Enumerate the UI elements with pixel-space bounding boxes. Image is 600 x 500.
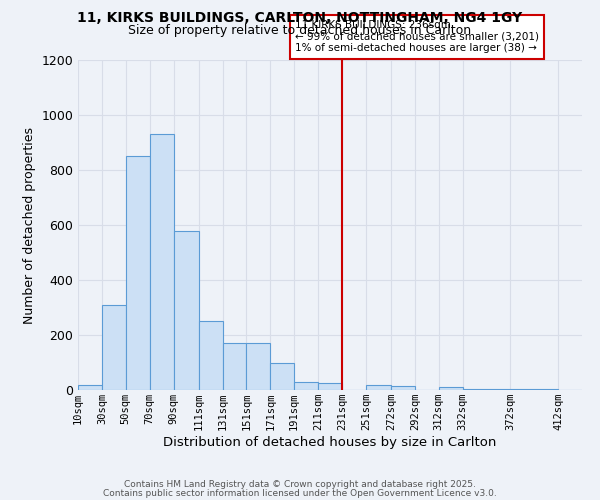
Bar: [126, 156, 149, 390]
Text: Contains HM Land Registry data © Crown copyright and database right 2025.: Contains HM Land Registry data © Crown c…: [124, 480, 476, 489]
Bar: [318, 383, 342, 390]
Bar: [173, 230, 199, 390]
Bar: [511, 388, 558, 390]
Bar: [199, 322, 223, 390]
Bar: [149, 134, 173, 390]
Text: 11, KIRKS BUILDINGS, CARLTON, NOTTINGHAM, NG4 1GY: 11, KIRKS BUILDINGS, CARLTON, NOTTINGHAM…: [77, 11, 523, 25]
Bar: [78, 384, 102, 390]
Bar: [223, 343, 247, 390]
Text: 11 KIRKS BUILDINGS: 236sqm
← 99% of detached houses are smaller (3,201)
1% of se: 11 KIRKS BUILDINGS: 236sqm ← 99% of deta…: [295, 20, 539, 54]
Bar: [102, 304, 126, 390]
Bar: [439, 387, 463, 390]
Text: Size of property relative to detached houses in Carlton: Size of property relative to detached ho…: [128, 24, 472, 37]
Bar: [463, 388, 511, 390]
X-axis label: Distribution of detached houses by size in Carlton: Distribution of detached houses by size …: [163, 436, 497, 449]
Bar: [294, 382, 318, 390]
Text: Contains public sector information licensed under the Open Government Licence v3: Contains public sector information licen…: [103, 489, 497, 498]
Y-axis label: Number of detached properties: Number of detached properties: [23, 126, 36, 324]
Bar: [270, 362, 294, 390]
Bar: [247, 343, 270, 390]
Bar: [391, 386, 415, 390]
Bar: [366, 384, 391, 390]
